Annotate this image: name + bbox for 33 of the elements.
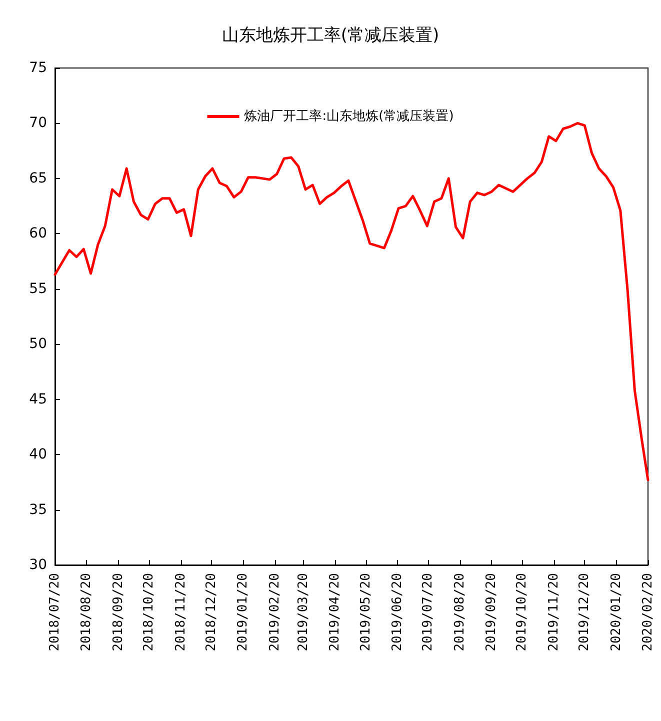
line-series: [54, 122, 650, 482]
y-tick-label: 70: [29, 115, 47, 132]
y-tick-label: 55: [29, 280, 47, 297]
x-tick-label: 2019/04/20: [328, 573, 343, 652]
x-tick-label: 2018/09/20: [110, 573, 126, 652]
x-tick-label: 2018/07/20: [48, 573, 62, 652]
y-tick-label: 60: [29, 226, 47, 242]
y-tick-label: 65: [29, 170, 47, 186]
x-tick-label: 2019/07/20: [420, 573, 436, 652]
y-tick-label: 35: [29, 502, 47, 518]
x-tick-label: 2019/01/20: [236, 573, 251, 652]
y-tick-label: 50: [29, 336, 47, 352]
x-tick-label: 2020/02/20: [640, 573, 656, 652]
x-tick-label: 2019/02/20: [267, 573, 282, 652]
x-tick-label: 2019/12/20: [577, 573, 592, 652]
x-tick-label: 2020/01/20: [608, 573, 624, 652]
x-tick-label: 2019/05/20: [358, 573, 374, 652]
x-tick-label: 2019/03/20: [296, 573, 311, 652]
x-tick-label: 2018/08/20: [79, 573, 94, 652]
x-tick-label: 2019/11/20: [546, 573, 562, 652]
y-tick-label: 45: [29, 391, 47, 408]
x-tick-label: 2018/11/20: [173, 573, 188, 652]
legend-label: 炼油厂开工率:山东地炼(常减压装置): [244, 108, 454, 124]
x-tick-label: 2019/10/20: [514, 573, 530, 652]
y-tick-label: 40: [29, 446, 47, 463]
x-tick-label: 2019/09/20: [484, 573, 500, 652]
x-tick-label: 2018/12/20: [204, 573, 219, 652]
x-tick-label: 2018/10/20: [142, 573, 157, 652]
y-tick-label: 75: [29, 60, 47, 76]
x-tick-label: 2019/08/20: [452, 573, 468, 652]
chart-title: 山东地炼开工率(常减压装置): [222, 26, 440, 46]
x-tick-label: 2019/06/20: [390, 573, 406, 652]
y-tick-label: 30: [29, 557, 47, 573]
